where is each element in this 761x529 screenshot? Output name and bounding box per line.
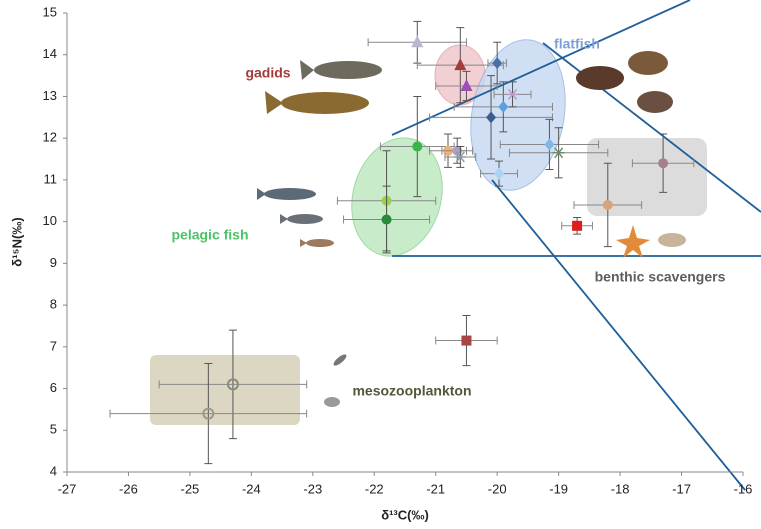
y-tick-label: 15 xyxy=(43,4,57,19)
group-label: gadids xyxy=(245,65,290,81)
x-tick-label: -24 xyxy=(242,481,261,496)
point xyxy=(382,215,392,225)
y-tick-label: 14 xyxy=(43,46,57,61)
x-tick-label: -16 xyxy=(734,481,753,496)
x-tick-label: -20 xyxy=(488,481,507,496)
y-tick-label: 5 xyxy=(50,422,57,437)
point xyxy=(461,336,471,346)
x-tick-label: -27 xyxy=(58,481,77,496)
x-tick-label: -26 xyxy=(119,481,138,496)
x-tick-label: -19 xyxy=(549,481,568,496)
group-label: pelagic fish xyxy=(171,227,248,243)
y-axis-label: δ¹⁵N(‰) xyxy=(9,217,24,266)
x-tick-label: -23 xyxy=(303,481,322,496)
x-axis-label: δ¹³C(‰) xyxy=(381,507,429,522)
y-tick-label: 13 xyxy=(43,88,57,103)
group-label: mesozooplankton xyxy=(352,383,471,399)
x-tick-label: -18 xyxy=(611,481,630,496)
point xyxy=(603,200,613,210)
x-tick-label: -17 xyxy=(672,481,691,496)
x-tick-label: -22 xyxy=(365,481,384,496)
y-tick-label: 9 xyxy=(50,255,57,270)
y-tick-label: 12 xyxy=(43,130,57,145)
mesozooplankton-region xyxy=(150,355,300,425)
x-tick-label: -21 xyxy=(426,481,445,496)
y-tick-label: 11 xyxy=(44,171,58,186)
y-tick-label: 10 xyxy=(43,213,57,228)
y-tick-label: 6 xyxy=(50,380,57,395)
chart: δ¹⁵N(‰) δ¹³C(‰) 4 5 6 7 8 9 10 11 12 13 14 15 -27 -26… xyxy=(0,0,761,529)
pelagic-region xyxy=(339,128,455,267)
group-label: flatfish xyxy=(554,36,600,52)
point xyxy=(658,158,668,168)
y-tick-label: 8 xyxy=(50,297,57,312)
x-tick-label: -25 xyxy=(181,481,200,496)
y-tick-label: 4 xyxy=(50,463,57,478)
y-tick-label: 7 xyxy=(50,338,57,353)
point xyxy=(411,35,423,47)
point xyxy=(412,142,422,152)
point xyxy=(572,221,582,231)
group-label: benthic scavengers xyxy=(595,269,726,285)
